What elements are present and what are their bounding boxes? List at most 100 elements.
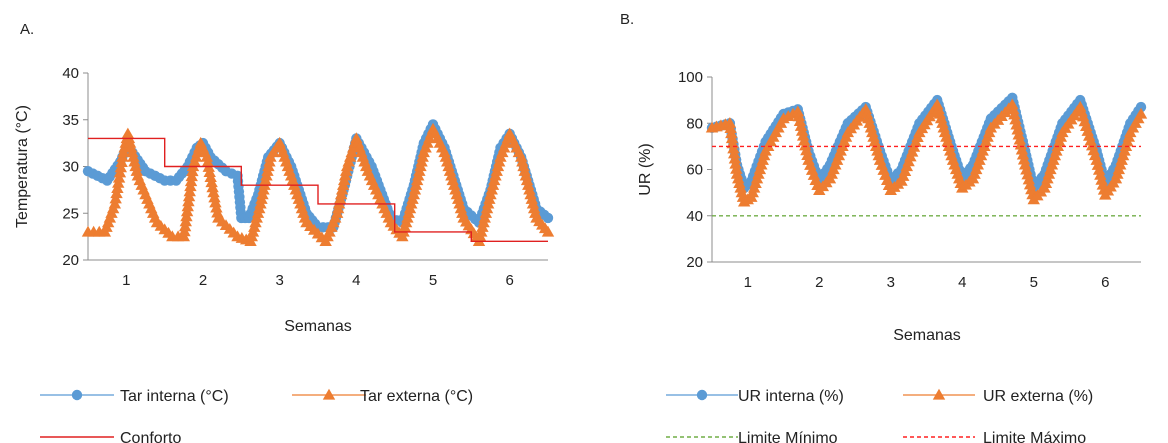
- data-point: [1008, 108, 1021, 120]
- data-point: [124, 141, 138, 153]
- data-point: [729, 157, 742, 169]
- data-point: [210, 201, 223, 213]
- y-tick-label: 100: [678, 69, 703, 86]
- legend-marker: [71, 389, 83, 401]
- data-point: [1017, 153, 1031, 165]
- y-tick-label: 35: [62, 112, 79, 129]
- data-point: [1091, 159, 1105, 170]
- data-point: [126, 146, 139, 158]
- legend: Tar interna (°C) Tar externa (°C) Conforto: [40, 388, 473, 443]
- data-point: [1022, 173, 1036, 185]
- data-point: [208, 191, 221, 203]
- x-axis-title: Semanas: [893, 327, 961, 344]
- y-tick-label: 25: [62, 205, 79, 222]
- data-point: [1010, 118, 1023, 130]
- data-point: [724, 122, 737, 133]
- data-point: [1092, 163, 1106, 175]
- data-point: [794, 120, 808, 131]
- y-tick-label: 40: [62, 65, 79, 82]
- data-point: [1020, 163, 1033, 175]
- data-point: [727, 142, 740, 154]
- data-point: [541, 225, 555, 237]
- data-point: [1009, 113, 1022, 125]
- x-tick-label: 2: [815, 274, 823, 291]
- y-tick-label: 20: [686, 254, 703, 271]
- data-point: [1095, 173, 1108, 185]
- y-tick-label: 60: [686, 162, 703, 179]
- data-point: [1021, 168, 1034, 180]
- data-point: [204, 171, 217, 183]
- y-tick-label: 40: [686, 208, 703, 225]
- x-tick-label: 3: [887, 274, 895, 291]
- x-tick-label: 6: [505, 272, 513, 289]
- x-tick-label: 4: [958, 274, 966, 291]
- data-point: [793, 115, 807, 127]
- legend: UR interna (%) UR externa (%) Limite Mínim…: [666, 388, 1093, 443]
- y-tick-label: 20: [62, 252, 79, 269]
- data-point: [725, 132, 739, 144]
- chart-panel-a: A. 20 25 30 35 40 1 2 3 4 5 6 Semanas Temperatura (°C…: [14, 21, 555, 443]
- data-point: [542, 212, 554, 224]
- data-point: [129, 160, 142, 172]
- data-point: [1012, 128, 1025, 140]
- data-point: [1007, 103, 1020, 115]
- x-axis-title: Semanas: [284, 318, 352, 335]
- data-point: [200, 150, 214, 162]
- legend-label: Limite Mínimo: [738, 430, 838, 443]
- x-tick-label: 3: [275, 272, 283, 289]
- data-point: [1094, 168, 1107, 180]
- data-point: [800, 144, 813, 156]
- legend-marker: [696, 389, 708, 401]
- data-point: [122, 132, 136, 144]
- data-point: [127, 150, 140, 162]
- legend-label: Tar externa (°C): [360, 388, 473, 405]
- data-point: [201, 156, 214, 167]
- y-axis-title: Temperatura (°C): [14, 105, 31, 228]
- legend-label: UR interna (%): [738, 388, 844, 405]
- legend-label: Limite Máximo: [983, 430, 1086, 443]
- legend-marker: [932, 388, 946, 400]
- data-point: [207, 186, 220, 198]
- x-tick-label: 4: [352, 272, 360, 289]
- data-point: [730, 162, 743, 174]
- x-tick-label: 1: [744, 274, 752, 291]
- data-point: [1011, 123, 1024, 135]
- data-point: [723, 117, 737, 128]
- data-point: [801, 149, 814, 161]
- y-tick-label: 30: [62, 159, 79, 176]
- data-point: [1096, 178, 1109, 190]
- legend-label: Tar interna (°C): [120, 388, 229, 405]
- x-tick-label: 6: [1101, 274, 1109, 291]
- x-tick-label: 1: [122, 272, 130, 289]
- data-point: [206, 181, 219, 193]
- data-point: [1025, 183, 1038, 195]
- legend-label: Conforto: [120, 430, 181, 443]
- data-point: [211, 206, 224, 218]
- x-tick-label: 5: [429, 272, 437, 289]
- data-point: [123, 136, 137, 148]
- data-point: [1134, 107, 1148, 119]
- series-2: [88, 137, 548, 243]
- data-point: [726, 137, 739, 149]
- data-point: [1006, 98, 1019, 110]
- chart-panel-b: B. 20 40 60 80 100 1 2 3 4 5 6 Semanas UR (%) UR inter…: [620, 11, 1148, 443]
- y-axis-title: UR (%): [637, 143, 654, 195]
- data-point: [130, 164, 143, 176]
- series-1: [81, 122, 555, 246]
- data-point: [799, 139, 812, 151]
- data-point: [1135, 101, 1147, 113]
- legend-marker: [322, 388, 336, 400]
- data-point: [1018, 158, 1032, 170]
- x-tick-label: 5: [1030, 274, 1038, 291]
- data-point: [203, 166, 216, 177]
- data-point: [791, 105, 804, 117]
- data-point: [128, 155, 141, 167]
- series-1: [705, 98, 1148, 207]
- x-tick-label: 2: [199, 272, 207, 289]
- data-point: [209, 196, 222, 208]
- data-point: [1016, 148, 1030, 160]
- data-point: [796, 129, 810, 141]
- data-point: [725, 127, 738, 139]
- data-point: [792, 110, 806, 122]
- panel-letter: A.: [20, 21, 34, 38]
